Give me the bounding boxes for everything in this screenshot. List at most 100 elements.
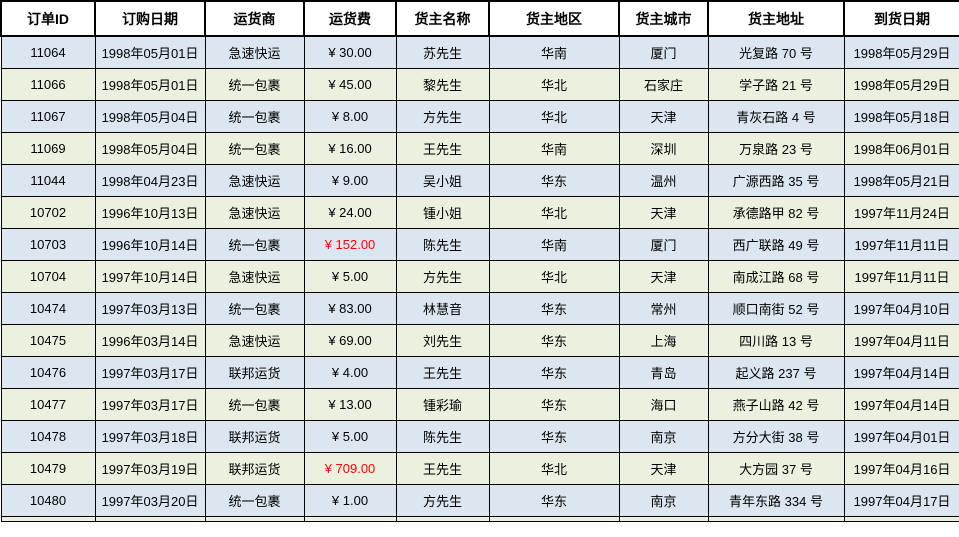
cell-order-date[interactable]: 1996年10月13日 [94,196,206,229]
header-cell-consignee-region[interactable]: 货主地区 [488,0,620,37]
cell-freight[interactable]: ¥ 16.00 [303,132,397,165]
cell-order-date[interactable]: 1997年10月14日 [94,260,206,293]
cell-freight[interactable]: ¥ 5.00 [303,260,397,293]
header-cell-consignee-address[interactable]: 货主地址 [707,0,845,37]
cell-delivery-date[interactable]: 1997年04月17日 [843,484,959,517]
cell-consignee-city[interactable]: 南京 [618,420,709,453]
header-cell-freight[interactable]: 运货费 [303,0,397,37]
cell-consignee-city[interactable]: 深圳 [618,132,709,165]
cell-order-id[interactable] [0,516,96,522]
cell-shipper[interactable]: 统一包裹 [204,484,305,517]
cell-shipper[interactable]: 急速快运 [204,196,305,229]
header-cell-shipper[interactable]: 运货商 [204,0,305,37]
cell-delivery-date[interactable]: 1997年11月11日 [843,228,959,261]
cell-freight[interactable]: ¥ 45.00 [303,68,397,101]
cell-delivery-date[interactable]: 1998年06月01日 [843,132,959,165]
cell-order-date[interactable]: 1997年03月18日 [94,420,206,453]
cell-consignee-region[interactable]: 华东 [488,484,620,517]
cell-consignee-region[interactable]: 华东 [488,164,620,197]
cell-order-id[interactable]: 10476 [0,356,96,389]
cell-consignee-city[interactable]: 厦门 [618,228,709,261]
cell-consignee-address[interactable]: 西广联路 49 号 [707,228,845,261]
cell-freight[interactable]: ¥ 152.00 [303,228,397,261]
cell-shipper[interactable]: 统一包裹 [204,100,305,133]
cell-freight[interactable]: ¥ 709.00 [303,452,397,485]
cell-order-date[interactable]: 1997年03月17日 [94,356,206,389]
cell-consignee-name[interactable]: 刘先生 [395,324,490,357]
cell-order-id[interactable]: 11066 [0,68,96,101]
header-cell-delivery-date[interactable]: 到货日期 [843,0,959,37]
cell-order-id[interactable]: 10480 [0,484,96,517]
cell-consignee-address[interactable]: 顺口南街 52 号 [707,292,845,325]
cell-consignee-region[interactable] [488,516,620,522]
cell-order-date[interactable]: 1996年03月14日 [94,324,206,357]
cell-shipper[interactable]: 急速快运 [204,324,305,357]
cell-consignee-address[interactable]: 光复路 70 号 [707,35,845,69]
cell-delivery-date[interactable]: 1997年04月01日 [843,420,959,453]
cell-consignee-address[interactable]: 起义路 237 号 [707,356,845,389]
cell-consignee-name[interactable]: 陈先生 [395,420,490,453]
cell-consignee-region[interactable]: 华北 [488,452,620,485]
cell-consignee-address[interactable] [707,516,845,522]
cell-freight[interactable]: ¥ 5.00 [303,420,397,453]
cell-order-date[interactable]: 1996年10月14日 [94,228,206,261]
header-cell-consignee-name[interactable]: 货主名称 [395,0,490,37]
cell-freight[interactable]: ¥ 24.00 [303,196,397,229]
header-cell-consignee-city[interactable]: 货主城市 [618,0,709,37]
cell-order-date[interactable]: 1997年03月19日 [94,452,206,485]
cell-consignee-city[interactable]: 天津 [618,452,709,485]
header-cell-order-id[interactable]: 订单ID [0,0,96,37]
cell-consignee-name[interactable]: 方先生 [395,484,490,517]
cell-shipper[interactable] [204,516,305,522]
cell-consignee-city[interactable]: 天津 [618,100,709,133]
cell-shipper[interactable]: 统一包裹 [204,68,305,101]
cell-order-id[interactable]: 10474 [0,292,96,325]
cell-consignee-address[interactable]: 大方园 37 号 [707,452,845,485]
cell-consignee-region[interactable]: 华南 [488,228,620,261]
cell-delivery-date[interactable]: 1997年04月11日 [843,324,959,357]
cell-consignee-name[interactable]: 王先生 [395,356,490,389]
cell-consignee-region[interactable]: 华南 [488,35,620,69]
cell-consignee-city[interactable]: 青岛 [618,356,709,389]
cell-order-id[interactable]: 11067 [0,100,96,133]
cell-consignee-address[interactable]: 南成江路 68 号 [707,260,845,293]
cell-order-date[interactable]: 1997年03月20日 [94,484,206,517]
cell-order-date[interactable]: 1997年03月13日 [94,292,206,325]
cell-consignee-name[interactable]: 方先生 [395,100,490,133]
cell-freight[interactable]: ¥ 8.00 [303,100,397,133]
cell-order-date[interactable]: 1998年05月01日 [94,68,206,101]
cell-consignee-region[interactable]: 华东 [488,324,620,357]
cell-shipper[interactable]: 急速快运 [204,164,305,197]
cell-order-date[interactable]: 1998年05月04日 [94,132,206,165]
cell-delivery-date[interactable]: 1997年04月14日 [843,356,959,389]
cell-freight[interactable]: ¥ 9.00 [303,164,397,197]
cell-shipper[interactable]: 统一包裹 [204,132,305,165]
cell-order-id[interactable]: 11069 [0,132,96,165]
cell-consignee-name[interactable]: 吴小姐 [395,164,490,197]
cell-delivery-date[interactable]: 1997年11月24日 [843,196,959,229]
cell-freight[interactable]: ¥ 4.00 [303,356,397,389]
cell-shipper[interactable]: 统一包裹 [204,228,305,261]
cell-consignee-address[interactable]: 青灰石路 4 号 [707,100,845,133]
cell-consignee-region[interactable]: 华北 [488,100,620,133]
cell-consignee-region[interactable]: 华东 [488,388,620,421]
cell-consignee-address[interactable]: 青年东路 334 号 [707,484,845,517]
cell-order-date[interactable]: 1997年03月17日 [94,388,206,421]
cell-delivery-date[interactable]: 1997年04月10日 [843,292,959,325]
cell-consignee-address[interactable]: 燕子山路 42 号 [707,388,845,421]
cell-consignee-city[interactable]: 石家庄 [618,68,709,101]
cell-delivery-date[interactable]: 1998年05月29日 [843,35,959,69]
cell-freight[interactable]: ¥ 69.00 [303,324,397,357]
cell-order-id[interactable]: 10479 [0,452,96,485]
cell-delivery-date[interactable]: 1997年04月16日 [843,452,959,485]
cell-order-date[interactable]: 1998年04月23日 [94,164,206,197]
cell-consignee-region[interactable]: 华北 [488,260,620,293]
cell-delivery-date[interactable]: 1998年05月18日 [843,100,959,133]
cell-consignee-city[interactable]: 温州 [618,164,709,197]
cell-order-id[interactable]: 10703 [0,228,96,261]
cell-consignee-name[interactable]: 王先生 [395,132,490,165]
cell-freight[interactable]: ¥ 30.00 [303,35,397,69]
cell-order-id[interactable]: 11044 [0,164,96,197]
cell-consignee-address[interactable]: 万泉路 23 号 [707,132,845,165]
cell-consignee-city[interactable]: 常州 [618,292,709,325]
